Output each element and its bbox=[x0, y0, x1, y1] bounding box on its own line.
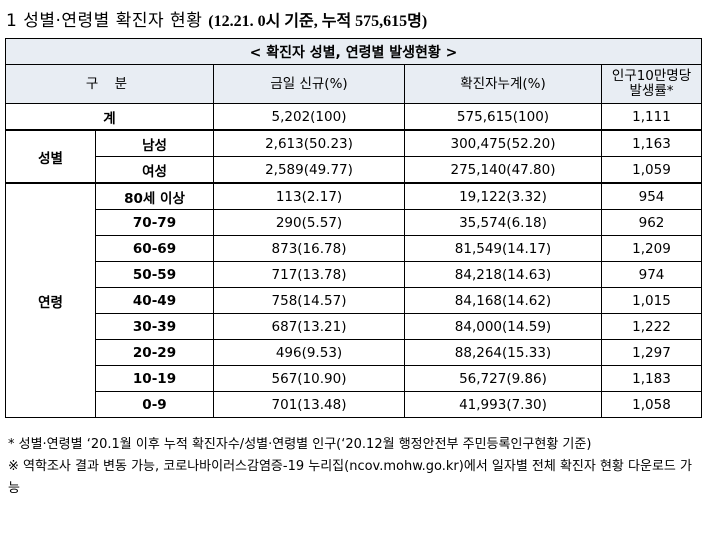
header-cumulative: 확진자누계(%) bbox=[404, 64, 602, 104]
cell-cumulative: 88,264(15.33) bbox=[404, 339, 602, 366]
row-label: 10-19 bbox=[95, 365, 214, 392]
cell-today: 758(14.57) bbox=[213, 287, 405, 314]
cell-cumulative: 300,475(52.20) bbox=[404, 129, 602, 157]
cell-rate: 1,015 bbox=[600, 287, 703, 314]
cell-today: 701(13.48) bbox=[213, 391, 405, 418]
group-label-sex: 성별 bbox=[5, 129, 96, 184]
cell-rate: 1,058 bbox=[600, 391, 703, 418]
cell-rate: 1,111 bbox=[600, 103, 703, 131]
cell-today: 113(2.17) bbox=[213, 182, 405, 210]
table-row: 여성 2,589(49.77) 275,140(47.80) 1,059 bbox=[6, 156, 703, 184]
cell-today: 5,202(100) bbox=[213, 103, 405, 131]
table-row: 성별 남성 2,613(50.23) 300,475(52.20) 1,163 bbox=[5, 129, 703, 184]
cell-cumulative: 84,168(14.62) bbox=[404, 287, 602, 314]
cell-today: 496(9.53) bbox=[213, 339, 405, 366]
row-label: 20-29 bbox=[95, 339, 214, 366]
heading-subtitle: (12.21. 0시 기준, 누적 575,615명) bbox=[208, 13, 428, 30]
cell-rate: 962 bbox=[600, 209, 703, 236]
cell-cumulative: 35,574(6.18) bbox=[404, 209, 602, 236]
row-label: 여성 bbox=[95, 156, 214, 184]
confirmed-cases-table: < 확진자 성별, 연령별 발생현황 > 구 분 금일 신규(%) 확진자누계(… bbox=[4, 38, 703, 418]
row-label: 40-49 bbox=[95, 287, 214, 314]
table-header-row: 구 분 금일 신규(%) 확진자누계(%) 인구10만명당 발생률* bbox=[5, 64, 703, 104]
table-caption: < 확진자 성별, 연령별 발생현황 > bbox=[4, 38, 703, 65]
group-label-age: 연령 bbox=[5, 182, 96, 418]
header-today: 금일 신규(%) bbox=[213, 64, 405, 104]
cell-rate: 954 bbox=[600, 182, 703, 210]
footnote-rate: * 성별·연령별 ‘20.1월 이후 누적 확진자수/성별·연령별 인구(‘20… bbox=[8, 437, 592, 452]
header-rate: 인구10만명당 발생률* bbox=[600, 64, 703, 104]
cell-cumulative: 19,122(3.32) bbox=[404, 182, 602, 210]
table-row: 0-9 701(13.48) 41,993(7.30) 1,058 bbox=[6, 391, 703, 418]
cell-rate: 1,209 bbox=[600, 235, 703, 262]
cell-cumulative: 41,993(7.30) bbox=[404, 391, 602, 418]
row-label: 30-39 bbox=[95, 313, 214, 340]
row-label: 계 bbox=[5, 103, 214, 131]
table-row: 50-59 717(13.78) 84,218(14.63) 974 bbox=[6, 261, 703, 288]
heading-title: 1 성별·연령별 확진자 현황 bbox=[6, 11, 209, 31]
cell-rate: 1,059 bbox=[600, 156, 703, 184]
table-row: 30-39 687(13.21) 84,000(14.59) 1,222 bbox=[6, 313, 703, 340]
cell-cumulative: 56,727(9.86) bbox=[404, 365, 602, 392]
cell-today: 290(5.57) bbox=[213, 209, 405, 236]
table-row: 70-79 290(5.57) 35,574(6.18) 962 bbox=[6, 209, 703, 236]
table-row: 60-69 873(16.78) 81,549(14.17) 1,209 bbox=[6, 235, 703, 262]
cell-rate: 1,222 bbox=[600, 313, 703, 340]
table-row-total: 계 5,202(100) 575,615(100) 1,111 bbox=[5, 103, 703, 131]
cell-rate: 1,163 bbox=[600, 129, 703, 157]
cell-today: 717(13.78) bbox=[213, 261, 405, 288]
cell-cumulative: 84,000(14.59) bbox=[404, 313, 602, 340]
row-label: 50-59 bbox=[95, 261, 214, 288]
header-gubun: 구 분 bbox=[5, 64, 214, 104]
cell-cumulative: 575,615(100) bbox=[404, 103, 602, 131]
footnote-download: ※ 역학조사 결과 변동 가능, 코로나바이러스감염증-19 누리집(ncov.… bbox=[8, 459, 692, 496]
row-label: 70-79 bbox=[95, 209, 214, 236]
header-rate-line2: 발생률* bbox=[629, 83, 674, 99]
cell-today: 687(13.21) bbox=[213, 313, 405, 340]
cell-cumulative: 81,549(14.17) bbox=[404, 235, 602, 262]
cell-rate: 1,183 bbox=[600, 365, 703, 392]
section-heading: 1 성별·연령별 확진자 현황 (12.21. 0시 기준, 누적 575,61… bbox=[6, 6, 427, 31]
row-label: 80세 이상 bbox=[95, 182, 214, 210]
table-row: 20-29 496(9.53) 88,264(15.33) 1,297 bbox=[6, 339, 703, 366]
cell-rate: 974 bbox=[600, 261, 703, 288]
row-label: 0-9 bbox=[95, 391, 214, 418]
header-rate-line1: 인구10만명당 bbox=[611, 68, 692, 84]
cell-rate: 1,297 bbox=[600, 339, 703, 366]
cell-today: 873(16.78) bbox=[213, 235, 405, 262]
footnotes: * 성별·연령별 ‘20.1월 이후 누적 확진자수/성별·연령별 인구(‘20… bbox=[8, 434, 698, 500]
table-row: 40-49 758(14.57) 84,168(14.62) 1,015 bbox=[6, 287, 703, 314]
row-label: 60-69 bbox=[95, 235, 214, 262]
row-label: 남성 bbox=[95, 129, 214, 157]
cell-today: 2,613(50.23) bbox=[213, 129, 405, 157]
table-row: 10-19 567(10.90) 56,727(9.86) 1,183 bbox=[6, 365, 703, 392]
cell-cumulative: 84,218(14.63) bbox=[404, 261, 602, 288]
cell-today: 2,589(49.77) bbox=[213, 156, 405, 184]
cell-today: 567(10.90) bbox=[213, 365, 405, 392]
table-caption-row: < 확진자 성별, 연령별 발생현황 > bbox=[4, 38, 703, 65]
table-row: 연령 80세 이상 113(2.17) 19,122(3.32) 954 bbox=[5, 182, 703, 418]
cell-cumulative: 275,140(47.80) bbox=[404, 156, 602, 184]
